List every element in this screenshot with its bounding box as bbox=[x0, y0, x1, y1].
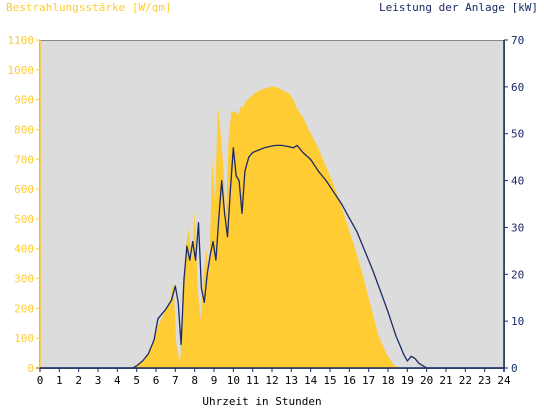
x-tick-label: 0 bbox=[37, 374, 44, 387]
left-tick-label: 1000 bbox=[8, 64, 35, 77]
x-tick-label: 5 bbox=[133, 374, 140, 387]
irradiance-area-series bbox=[40, 86, 504, 368]
left-tick-label: 800 bbox=[14, 123, 34, 136]
left-tick-label: 700 bbox=[14, 153, 34, 166]
x-tick-label: 3 bbox=[95, 374, 102, 387]
x-tick-label: 11 bbox=[246, 374, 259, 387]
x-tick-label: 2 bbox=[75, 374, 82, 387]
right-tick-label: 0 bbox=[511, 362, 518, 375]
x-tick-label: 10 bbox=[227, 374, 240, 387]
left-tick-label: 900 bbox=[14, 94, 34, 107]
left-tick-label: 400 bbox=[14, 243, 34, 256]
left-tick-label: 0 bbox=[27, 362, 34, 375]
left-tick-label: 200 bbox=[14, 302, 34, 315]
x-tick-label: 14 bbox=[304, 374, 318, 387]
x-tick-label: 19 bbox=[401, 374, 414, 387]
right-tick-label: 60 bbox=[511, 81, 524, 94]
x-tick-label: 12 bbox=[265, 374, 278, 387]
left-tick-label: 300 bbox=[14, 273, 34, 286]
right-tick-label: 40 bbox=[511, 175, 524, 188]
x-tick-label: 24 bbox=[497, 374, 511, 387]
x-tick-label: 6 bbox=[153, 374, 160, 387]
x-tick-label: 13 bbox=[285, 374, 298, 387]
x-tick-label: 8 bbox=[191, 374, 198, 387]
x-tick-label: 17 bbox=[362, 374, 375, 387]
left-tick-label: 500 bbox=[14, 213, 34, 226]
x-tick-label: 7 bbox=[172, 374, 179, 387]
x-axis-label: Uhrzeit in Stunden bbox=[202, 395, 321, 408]
x-tick-label: 20 bbox=[420, 374, 433, 387]
x-tick-label: 21 bbox=[439, 374, 452, 387]
right-tick-label: 10 bbox=[511, 315, 524, 328]
left-axis-title: Bestrahlungsstärke [W/qm] bbox=[6, 1, 172, 14]
x-tick-label: 23 bbox=[478, 374, 491, 387]
power-line-series bbox=[40, 144, 504, 369]
left-tick-label: 1100 bbox=[8, 34, 35, 47]
right-tick-label: 20 bbox=[511, 268, 524, 281]
x-tick-label: 16 bbox=[343, 374, 356, 387]
x-tick-label: 9 bbox=[211, 374, 218, 387]
x-tick-label: 22 bbox=[459, 374, 472, 387]
x-tick-label: 15 bbox=[323, 374, 336, 387]
right-tick-label: 30 bbox=[511, 221, 524, 234]
x-tick-label: 18 bbox=[381, 374, 394, 387]
right-tick-label: 50 bbox=[511, 128, 524, 141]
left-tick-label: 600 bbox=[14, 183, 34, 196]
right-tick-label: 70 bbox=[511, 34, 524, 47]
right-axis-title: Leistung der Anlage [kW] bbox=[379, 1, 538, 14]
x-tick-label: 1 bbox=[56, 374, 63, 387]
left-tick-label: 100 bbox=[14, 332, 34, 345]
x-tick-label: 4 bbox=[114, 374, 121, 387]
